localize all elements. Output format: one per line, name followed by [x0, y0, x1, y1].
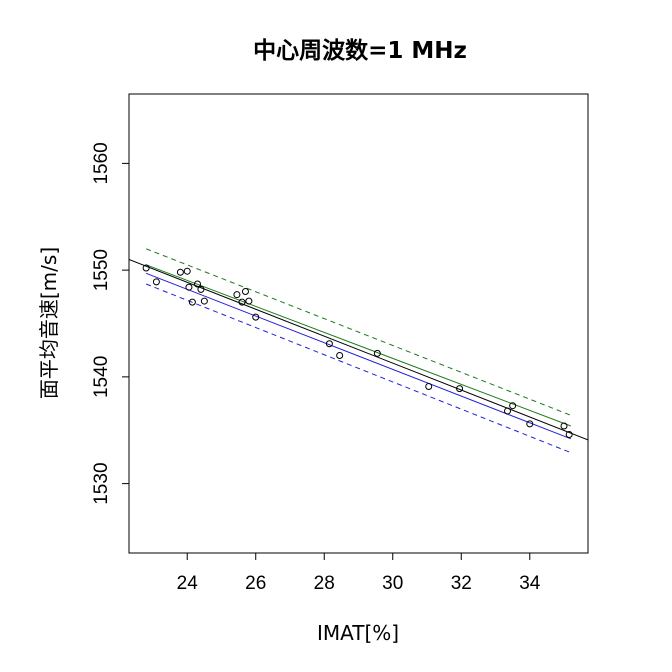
chart-title: 中心周波数=1 MHz: [253, 38, 467, 64]
data-point: [504, 407, 512, 415]
data-point: [183, 267, 191, 275]
plot-area: [129, 248, 588, 454]
data-point: [200, 297, 208, 305]
x-tick-label: 28: [314, 573, 335, 594]
x-axis-label: IMAT[%]: [317, 621, 399, 645]
data-point: [560, 422, 568, 430]
y-axis: 1530 1540 1550 1560: [91, 142, 130, 505]
series-line-1: [145, 264, 572, 427]
y-axis-label: 面平均音速[m/s]: [37, 247, 61, 399]
data-point: [252, 313, 260, 321]
data-point: [152, 278, 160, 286]
data-point: [238, 298, 246, 306]
x-tick-label: 24: [177, 573, 199, 594]
data-point: [142, 264, 150, 272]
series-line-0: [129, 258, 588, 441]
data-point: [245, 297, 253, 305]
data-point: [565, 431, 573, 439]
data-point: [456, 385, 464, 393]
plot-frame: [128, 93, 589, 554]
data-point: [176, 268, 184, 276]
data-point: [233, 291, 241, 299]
data-point: [241, 287, 249, 295]
x-axis: 24 26 28 30 32 34: [177, 552, 541, 594]
x-tick-label: 26: [245, 573, 266, 594]
data-point: [526, 420, 534, 428]
data-point: [185, 283, 193, 291]
y-tick-label: 1550: [91, 249, 112, 291]
series-line-4: [145, 283, 572, 454]
y-tick-label: 1540: [91, 356, 112, 398]
data-point: [194, 280, 202, 288]
data-point: [188, 298, 196, 306]
series-line-2: [145, 248, 572, 416]
y-tick-label: 1560: [91, 142, 112, 184]
x-tick-label: 30: [382, 573, 403, 594]
data-point: [336, 352, 344, 360]
data-point: [373, 349, 381, 357]
y-tick-label: 1530: [91, 462, 112, 504]
data-point: [509, 402, 517, 410]
x-tick-label: 32: [451, 573, 472, 594]
data-point: [325, 340, 333, 348]
data-point: [425, 382, 433, 390]
x-tick-label: 34: [519, 573, 541, 594]
data-point: [197, 285, 205, 293]
series-line-3: [145, 272, 572, 440]
